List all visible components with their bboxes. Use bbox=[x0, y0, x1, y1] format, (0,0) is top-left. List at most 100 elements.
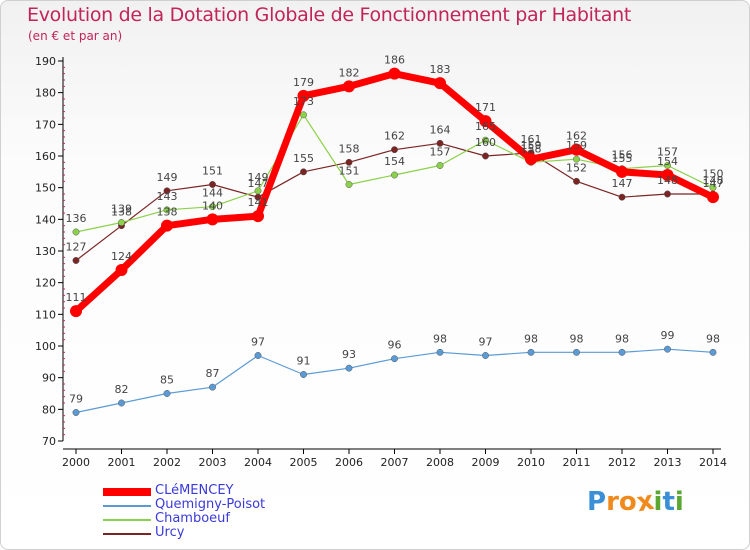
data-label: 179 bbox=[293, 76, 314, 89]
data-label: 186 bbox=[384, 54, 405, 67]
y-tick-label: 190 bbox=[35, 55, 56, 68]
logo-letter: P bbox=[587, 487, 607, 517]
data-point bbox=[570, 143, 583, 156]
data-label: 98 bbox=[615, 332, 629, 345]
data-label: 154 bbox=[657, 155, 678, 168]
data-point bbox=[345, 181, 353, 188]
logo-letter: i bbox=[653, 487, 663, 517]
data-label: 139 bbox=[111, 203, 132, 216]
data-point bbox=[707, 191, 719, 204]
data-label: 143 bbox=[157, 190, 178, 203]
data-point bbox=[300, 168, 307, 176]
data-label: 155 bbox=[293, 152, 314, 165]
data-label: 87 bbox=[206, 367, 220, 380]
data-label: 138 bbox=[111, 206, 132, 219]
legend-label: Quemigny-Poisot bbox=[155, 497, 266, 512]
data-point bbox=[391, 146, 398, 154]
data-point bbox=[70, 305, 82, 318]
data-label: 155 bbox=[612, 152, 633, 165]
data-label: 147 bbox=[703, 177, 724, 190]
legend: CLéMENCEY Quemigny-Poisot Chamboeuf Urcy bbox=[103, 483, 323, 540]
data-point bbox=[254, 187, 262, 195]
data-point bbox=[297, 89, 310, 102]
data-label: 165 bbox=[475, 120, 496, 133]
data-point bbox=[482, 352, 489, 359]
data-label: 162 bbox=[566, 130, 587, 143]
data-label: 154 bbox=[384, 155, 405, 168]
x-tick-label: 2002 bbox=[153, 456, 181, 469]
data-point bbox=[664, 162, 671, 169]
data-label: 157 bbox=[657, 146, 678, 159]
data-label: 173 bbox=[293, 95, 314, 108]
y-tick-label: 80 bbox=[42, 403, 56, 416]
x-tick-label: 2011 bbox=[563, 456, 591, 469]
logo-letter: r bbox=[606, 487, 619, 517]
data-label: 93 bbox=[342, 348, 356, 361]
data-point bbox=[436, 348, 444, 356]
data-label: 150 bbox=[703, 168, 724, 181]
data-label: 98 bbox=[524, 332, 538, 345]
y-tick-label: 130 bbox=[35, 245, 56, 258]
data-label: 164 bbox=[430, 123, 451, 136]
data-point bbox=[436, 162, 444, 169]
data-label: 140 bbox=[202, 199, 223, 212]
x-tick-label: 2008 bbox=[426, 456, 454, 469]
legend-swatch bbox=[103, 505, 151, 507]
data-point bbox=[664, 190, 671, 198]
data-point bbox=[345, 158, 353, 166]
x-tick-label: 2006 bbox=[335, 456, 363, 469]
data-point bbox=[573, 155, 580, 163]
y-tick-label: 90 bbox=[42, 372, 56, 385]
data-point bbox=[709, 348, 717, 356]
data-point bbox=[479, 115, 492, 128]
data-point bbox=[209, 181, 216, 188]
series-lines bbox=[70, 67, 719, 416]
data-label: 99 bbox=[661, 329, 675, 342]
data-point bbox=[72, 409, 80, 416]
data-label: 183 bbox=[430, 63, 451, 76]
chart-subtitle: (en € et par an) bbox=[28, 29, 123, 43]
data-label: 79 bbox=[69, 393, 83, 406]
data-label: 151 bbox=[339, 165, 360, 178]
data-label: 148 bbox=[703, 174, 724, 187]
y-tick-label: 160 bbox=[35, 150, 56, 163]
data-label: 162 bbox=[384, 130, 405, 143]
data-label: 97 bbox=[251, 336, 265, 349]
data-point bbox=[573, 177, 580, 185]
data-point bbox=[391, 171, 398, 179]
x-tick-label: 2000 bbox=[62, 456, 90, 469]
data-label: 127 bbox=[66, 241, 87, 254]
x-tick-label: 2013 bbox=[654, 456, 682, 469]
data-label: 124 bbox=[111, 250, 132, 263]
data-point bbox=[209, 203, 216, 211]
data-point bbox=[161, 219, 173, 232]
data-point bbox=[72, 228, 80, 236]
data-label: 160 bbox=[475, 136, 496, 149]
y-tick-label: 110 bbox=[35, 308, 56, 321]
data-point bbox=[616, 165, 628, 178]
data-point bbox=[661, 169, 674, 181]
legend-swatch bbox=[103, 488, 151, 496]
data-label: 98 bbox=[570, 332, 584, 345]
legend-label: Chamboeuf bbox=[155, 511, 230, 526]
x-tick-label: 2010 bbox=[517, 456, 545, 469]
data-label: 138 bbox=[157, 206, 178, 219]
data-label: 111 bbox=[66, 291, 87, 304]
data-label: 148 bbox=[657, 174, 678, 187]
data-label: 171 bbox=[475, 101, 496, 114]
data-label: 182 bbox=[339, 66, 360, 79]
legend-swatch bbox=[103, 519, 151, 521]
data-label: 147 bbox=[612, 177, 633, 190]
data-point bbox=[573, 348, 580, 356]
x-tick-label: 2001 bbox=[108, 456, 136, 469]
data-point bbox=[252, 210, 264, 223]
x-tick-label: 2012 bbox=[608, 456, 636, 469]
data-point bbox=[482, 152, 489, 160]
data-label: 82 bbox=[115, 383, 129, 396]
data-label: 144 bbox=[202, 187, 223, 200]
x-tick-label: 2009 bbox=[472, 456, 500, 469]
logo-letter: t bbox=[662, 487, 675, 517]
